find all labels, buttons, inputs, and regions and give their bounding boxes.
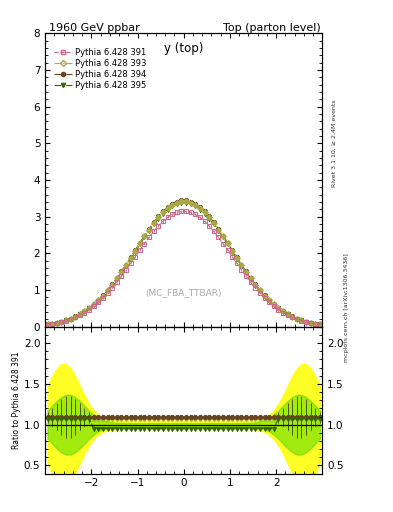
Legend: Pythia 6.428 391, Pythia 6.428 393, Pythia 6.428 394, Pythia 6.428 395: Pythia 6.428 391, Pythia 6.428 393, Pyth… xyxy=(52,46,149,92)
Y-axis label: Ratio to Pythia 6.428 391: Ratio to Pythia 6.428 391 xyxy=(12,351,21,449)
Text: Top (parton level): Top (parton level) xyxy=(222,23,320,33)
Text: mcplots.cern.ch [arXiv:1306.3436]: mcplots.cern.ch [arXiv:1306.3436] xyxy=(344,253,349,361)
Text: (MC_FBA_TTBAR): (MC_FBA_TTBAR) xyxy=(145,288,222,297)
Text: y (top): y (top) xyxy=(164,42,204,55)
Text: Rivet 3.1.10, ≥ 2.4M events: Rivet 3.1.10, ≥ 2.4M events xyxy=(332,99,337,187)
Text: 1960 GeV ppbar: 1960 GeV ppbar xyxy=(49,23,140,33)
